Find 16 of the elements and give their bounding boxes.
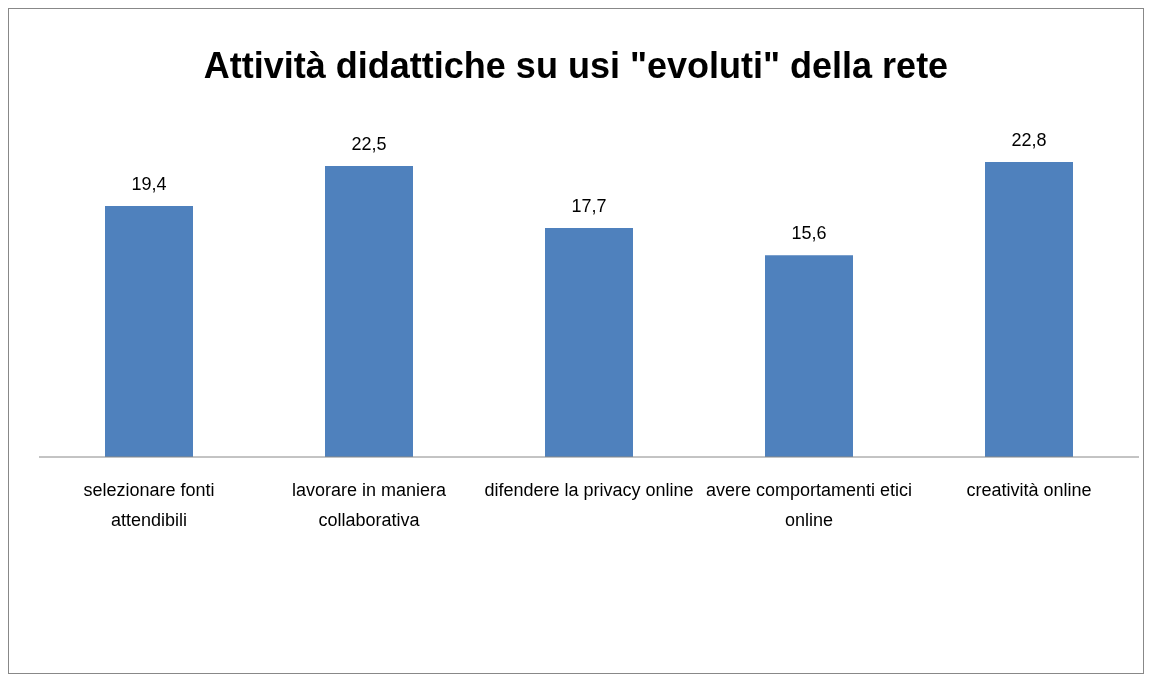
- data-label: 19,4: [131, 173, 167, 194]
- bar: [985, 162, 1073, 457]
- chart-title: Attività didattiche su usi "evoluti" della rete: [202, 45, 950, 87]
- x-tick-label: lavorare in maniera collaborativa: [291, 479, 448, 530]
- bar: [105, 205, 193, 457]
- data-label: 17,7: [571, 195, 607, 216]
- x-tick-label: creatività online: [966, 479, 1092, 500]
- x-tick-label: avere comportamenti etici online: [705, 479, 913, 530]
- x-tick-label: difendere la privacy online: [484, 479, 694, 500]
- x-tick-label: selezionare fonti attendibili: [83, 479, 215, 530]
- data-label: 15,6: [791, 223, 827, 244]
- data-label: 22,5: [351, 133, 387, 154]
- bar: [325, 165, 413, 457]
- bar: [765, 255, 853, 457]
- data-label: 22,8: [1011, 130, 1047, 150]
- bar: [545, 227, 633, 457]
